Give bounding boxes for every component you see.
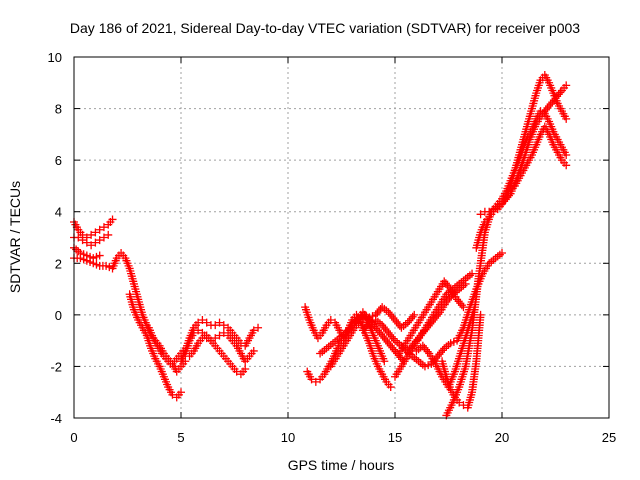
x-tick-label: 20 <box>495 430 509 445</box>
data-point <box>249 346 258 355</box>
data-point <box>562 81 571 90</box>
data-point <box>254 323 263 332</box>
data-point <box>536 107 545 116</box>
data-point <box>215 331 224 340</box>
data-point <box>95 251 104 260</box>
x-tick-label: 5 <box>177 430 184 445</box>
data-point <box>476 210 485 219</box>
data-point <box>423 347 432 356</box>
data-point <box>219 321 228 330</box>
data-point <box>87 241 96 250</box>
y-tick-label: 10 <box>48 50 62 65</box>
data-point <box>194 318 203 327</box>
data-point <box>498 248 506 257</box>
data-point <box>380 357 389 366</box>
data-point <box>249 326 258 335</box>
data-point <box>556 88 565 97</box>
x-tick-label: 25 <box>602 430 616 445</box>
y-tick-label: 8 <box>55 102 62 117</box>
data-point <box>99 233 108 242</box>
data-point <box>211 321 220 330</box>
data-point <box>485 207 494 216</box>
data-point <box>455 398 464 407</box>
data-points <box>70 71 571 420</box>
data-point <box>166 359 175 368</box>
data-point <box>194 326 203 335</box>
data-point <box>104 230 113 239</box>
chart-title: Day 186 of 2021, Sidereal Day-to-day VTE… <box>70 20 580 36</box>
data-point <box>78 236 87 245</box>
data-point <box>562 161 571 170</box>
data-point <box>95 225 104 234</box>
data-point <box>562 150 571 159</box>
plot-frame <box>73 56 610 419</box>
data-point <box>408 312 417 321</box>
data-point <box>241 365 250 374</box>
data-point <box>468 269 477 278</box>
data-point <box>87 230 96 239</box>
data-point <box>311 377 320 386</box>
data-point <box>189 328 198 337</box>
data-point <box>219 328 228 337</box>
data-point <box>445 283 454 292</box>
x-axis-label: GPS time / hours <box>288 457 395 473</box>
y-axis-label: SDTVAR / TECUs <box>7 181 23 293</box>
data-point <box>82 238 91 247</box>
data-point <box>215 318 224 327</box>
data-point <box>389 334 398 343</box>
data-point <box>476 310 485 319</box>
y-tick-label: 0 <box>55 308 62 323</box>
y-tick-label: -2 <box>50 359 62 374</box>
x-tick-label: 15 <box>388 430 402 445</box>
data-point <box>202 318 211 327</box>
y-tick-label: 6 <box>55 153 62 168</box>
data-point <box>363 320 372 329</box>
data-point <box>457 301 466 310</box>
y-tick-label: 2 <box>55 256 62 271</box>
data-point <box>95 236 104 245</box>
data-point <box>74 233 83 242</box>
data-point <box>410 310 419 319</box>
data-point <box>562 114 571 123</box>
y-tick-label: 4 <box>55 205 62 220</box>
data-point <box>99 223 108 232</box>
data-point <box>198 316 207 325</box>
x-tick-label: 0 <box>70 430 77 445</box>
data-point <box>108 215 117 224</box>
data-point <box>326 316 335 325</box>
data-point <box>177 388 185 397</box>
y-tick-label: -4 <box>50 411 62 426</box>
data-point <box>438 346 447 355</box>
data-point <box>91 238 100 247</box>
data-point <box>91 228 100 237</box>
data-point <box>386 383 395 392</box>
data-point <box>307 375 316 384</box>
x-tick-label: 10 <box>281 430 295 445</box>
